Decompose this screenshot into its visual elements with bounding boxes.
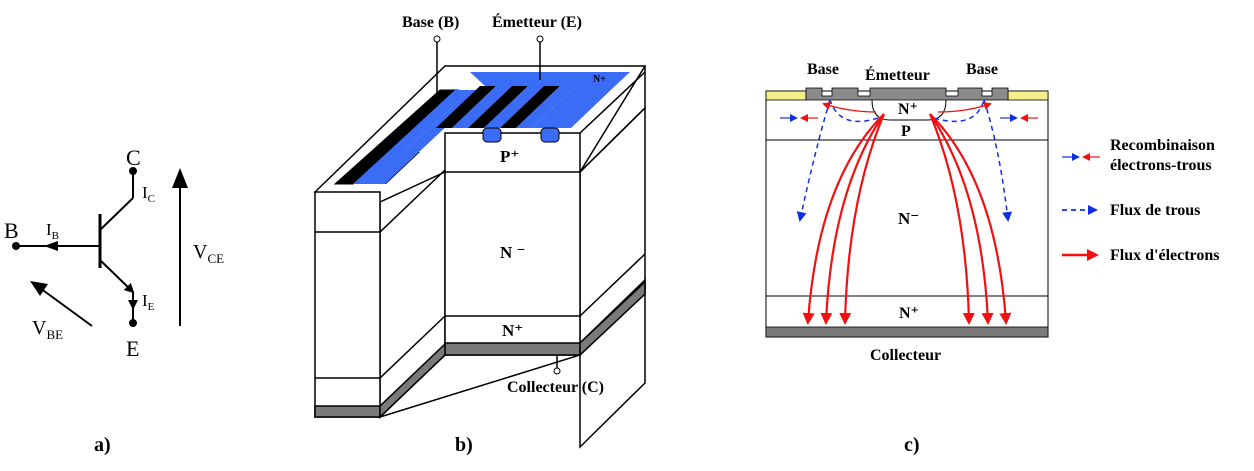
collector-terminal-b bbox=[553, 367, 561, 375]
collector-metal-step bbox=[379, 342, 446, 419]
base-left-label-c: Base bbox=[807, 61, 839, 78]
base-label: B bbox=[4, 218, 19, 243]
n-plus-top-label-c: N⁺ bbox=[898, 101, 918, 118]
electron-flow-left-1 bbox=[802, 113, 885, 325]
ic-label: IC bbox=[142, 183, 155, 205]
emitter-label: E bbox=[126, 336, 139, 361]
side-n-plus-line bbox=[579, 253, 646, 317]
emitter-contact-1 bbox=[482, 127, 502, 143]
emitter-label-c: Émetteur bbox=[865, 65, 930, 84]
step-layer-line-1 bbox=[379, 169, 446, 233]
p-plus-label-b: P⁺ bbox=[500, 147, 519, 166]
base-terminal-b bbox=[433, 35, 441, 43]
top-front-edge bbox=[579, 71, 646, 134]
emitter-branch bbox=[99, 259, 135, 294]
base-finger-4 bbox=[500, 86, 560, 128]
collector-metal-left bbox=[314, 405, 381, 418]
emitter-finger-5 bbox=[532, 86, 615, 128]
panel-c-caption: c) bbox=[904, 434, 920, 456]
emitter-terminal-dot bbox=[129, 319, 137, 327]
base-right-label-c: Base bbox=[966, 61, 998, 78]
collector-branch bbox=[99, 197, 134, 231]
collector-terminal-dot bbox=[129, 167, 137, 175]
electron-flow-right-2 bbox=[929, 113, 994, 325]
emitter-finger-2 bbox=[452, 86, 512, 128]
n-plus-top-label-b: N+ bbox=[593, 74, 606, 85]
panel-c-legend: Recombinaison électrons-trous Flux de tr… bbox=[1062, 137, 1219, 264]
vbe-label: VBE bbox=[32, 317, 63, 342]
vbe-arrow-line bbox=[39, 287, 93, 327]
emitter-contact-2 bbox=[540, 127, 560, 143]
panel-a-transistor-symbol: C B E IC IB IE VCE VBE a) bbox=[4, 145, 224, 456]
hole-flow-left-inner bbox=[829, 99, 879, 123]
vce-arrow-head bbox=[172, 168, 188, 188]
front-right-block bbox=[444, 132, 581, 356]
base-label-b: Base (B) bbox=[402, 14, 459, 31]
vbe-arrow-head bbox=[30, 281, 48, 296]
electron-flow-left-3 bbox=[839, 113, 886, 325]
base-finger-3 bbox=[468, 86, 528, 128]
emitter-label-b: Émetteur (E) bbox=[492, 12, 582, 31]
legend-recomb-line2: électrons-trous bbox=[1110, 157, 1212, 174]
emitter-finger-3 bbox=[484, 86, 544, 128]
collector-label-c: Collecteur bbox=[870, 347, 941, 364]
collector-label-b: Collecteur (C) bbox=[507, 379, 604, 396]
oxide-left bbox=[765, 90, 807, 101]
emitter-n-plus-region bbox=[871, 99, 947, 121]
p-label-c: P bbox=[901, 123, 911, 140]
emitter-bus bbox=[470, 72, 630, 86]
base-finger-2 bbox=[436, 86, 496, 128]
top-metal-contacts bbox=[805, 87, 1009, 101]
collector-metal-side bbox=[579, 280, 646, 357]
electron-flow-right-3 bbox=[929, 113, 1012, 325]
legend-recomb-line1: Recombinaison bbox=[1110, 137, 1215, 154]
vce-label: VCE bbox=[193, 241, 224, 266]
panel-b-metal-fingers bbox=[333, 35, 630, 375]
left-front-column bbox=[314, 191, 381, 418]
hole-flow-right-outer bbox=[983, 99, 1013, 222]
base-current-arrow bbox=[44, 241, 58, 251]
hole-flow-left-outer bbox=[796, 99, 831, 222]
step-layer-line-2 bbox=[379, 315, 446, 379]
electron-flow-right-1 bbox=[928, 113, 975, 325]
right-side-face bbox=[579, 106, 646, 449]
collector-metal-front bbox=[444, 342, 581, 356]
legend-hole-label: Flux de trous bbox=[1110, 202, 1200, 219]
electron-surface-left bbox=[822, 101, 877, 113]
panel-a-caption: a) bbox=[94, 434, 111, 456]
electron-surface-right bbox=[937, 102, 992, 113]
n-minus-label-c: N⁻ bbox=[898, 209, 919, 228]
panel-c-labels: Base Émetteur Base N⁺ P N⁻ N⁺ Collecteur… bbox=[807, 61, 998, 456]
n-plus-bottom-label-b: N⁺ bbox=[502, 321, 523, 340]
panel-b-caption: b) bbox=[455, 434, 473, 456]
emitter-finger-1 bbox=[353, 90, 470, 184]
ie-label: IE bbox=[142, 291, 155, 313]
n-plus-bottom-label-c: N⁺ bbox=[899, 305, 919, 322]
ib-label: IB bbox=[46, 220, 59, 242]
panel-c-cross-section bbox=[765, 87, 1049, 338]
panel-b-labels: Base (B) Émetteur (E) N+ P⁺ N ⁻ N⁺ Colle… bbox=[402, 12, 606, 456]
legend-electron-label: Flux d'électrons bbox=[1110, 247, 1219, 264]
n-minus-label-b: N ⁻ bbox=[500, 243, 526, 262]
electron-flow-left-2 bbox=[820, 113, 885, 325]
collector-label: C bbox=[126, 145, 141, 170]
top-right-edge bbox=[579, 107, 646, 173]
hole-flow-right-inner bbox=[933, 99, 985, 123]
panel-b-device-3d bbox=[313, 65, 647, 449]
oxide-right bbox=[1007, 90, 1049, 101]
emitter-current-arrow bbox=[128, 300, 138, 310]
collector-metal-c bbox=[765, 326, 1049, 338]
emitter-terminal-b bbox=[536, 35, 544, 43]
emitter-finger-4 bbox=[516, 86, 576, 128]
